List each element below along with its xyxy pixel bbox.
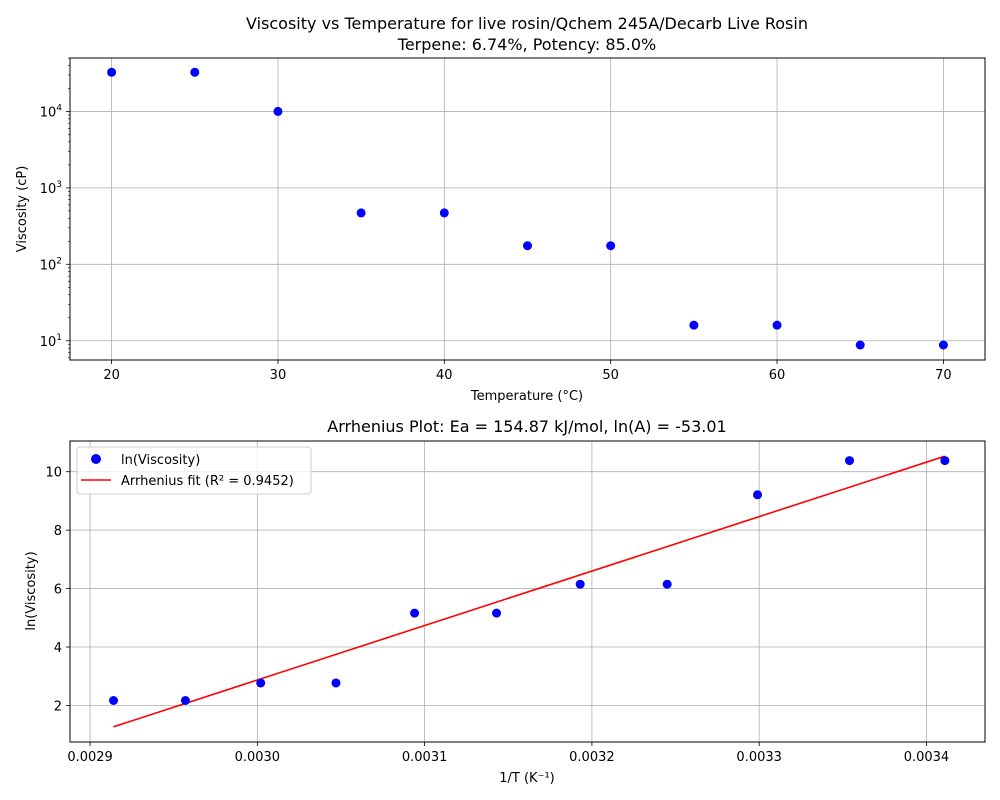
axes-frame <box>69 57 986 361</box>
y-tick-label: 102 <box>40 256 62 273</box>
y-axis-label: ln(Viscosity) <box>24 551 39 630</box>
data-point <box>256 678 266 688</box>
data-points <box>108 456 950 706</box>
legend-box <box>76 446 312 495</box>
data-point <box>753 490 763 500</box>
x-tick-label: 70 <box>935 368 952 383</box>
legend: ln(Viscosity) Arrhenius fit (R² = 0.9452… <box>76 446 312 495</box>
x-tick-label: 60 <box>769 368 786 383</box>
grid <box>70 441 985 742</box>
x-tick-label: 0.0032 <box>569 750 615 765</box>
fit-line-layer <box>113 455 946 728</box>
y-tick-label: 2 <box>54 699 62 714</box>
data-point <box>410 608 420 618</box>
data-point <box>107 67 117 77</box>
data-point <box>772 320 782 330</box>
data-point <box>273 106 283 116</box>
legend-label-fit: Arrhenius fit (R² = 0.9452) <box>121 474 294 489</box>
data-point <box>108 696 118 706</box>
x-tick-label: 40 <box>436 368 453 383</box>
data-point <box>575 579 585 589</box>
y-tick-label: 10 <box>45 466 62 481</box>
y-tick-label: 8 <box>54 524 62 539</box>
legend-label-scatter: ln(Viscosity) <box>121 453 200 468</box>
data-point <box>940 456 950 466</box>
x-tick-label: 50 <box>602 368 619 383</box>
arrhenius-chart: Arrhenius Plot: Ea = 154.87 kJ/mol, ln(A… <box>24 417 986 786</box>
y-tick-label: 101 <box>40 333 62 350</box>
y-axis-label: Viscosity (cP) <box>15 166 30 253</box>
data-point <box>523 241 532 251</box>
y-tick-label: 4 <box>54 641 62 656</box>
x-tick-label: 0.0030 <box>235 750 281 765</box>
data-point <box>190 67 200 77</box>
x-tick-label: 30 <box>270 368 287 383</box>
chart-title-line-1: Viscosity vs Temperature for live rosin/… <box>246 14 808 33</box>
y-tick-label: 6 <box>54 583 62 598</box>
grid <box>70 58 985 360</box>
data-point <box>439 208 449 218</box>
y-tick-label: 104 <box>40 103 63 120</box>
data-point <box>606 241 616 251</box>
x-tick-label: 0.0033 <box>736 750 782 765</box>
legend-marker-scatter <box>91 454 101 464</box>
data-point <box>492 608 502 618</box>
x-tick-label: 0.0031 <box>402 750 448 765</box>
viscosity-temperature-chart: Viscosity vs Temperature for live rosin/… <box>15 14 986 404</box>
axis-ticks: 0.0029 0.0030 0.0031 0.0032 0.0033 0.0034 2 4 6 8… <box>45 466 949 765</box>
x-tick-label: 20 <box>103 368 120 383</box>
data-point <box>938 340 948 350</box>
arrhenius-fit-line <box>113 455 946 728</box>
data-point <box>180 696 190 706</box>
y-tick-label: 103 <box>40 180 62 197</box>
data-point <box>662 579 672 589</box>
data-point <box>845 456 855 466</box>
x-tick-label: 0.0034 <box>904 750 950 765</box>
chart-title: Arrhenius Plot: Ea = 154.87 kJ/mol, ln(A… <box>327 417 726 436</box>
data-point <box>689 320 699 330</box>
x-tick-label: 0.0029 <box>67 750 113 765</box>
data-point <box>331 678 341 688</box>
axis-ticks: 20 30 40 50 60 70 101 102 103 104 <box>40 57 952 383</box>
data-point <box>855 340 865 350</box>
chart-title-line-2: Terpene: 6.74%, Potency: 85.0% <box>397 35 656 54</box>
data-point <box>356 208 366 218</box>
x-axis-label: 1/T (K⁻¹) <box>499 771 554 786</box>
x-axis-label: Temperature (°C) <box>470 389 583 404</box>
data-points <box>107 67 948 350</box>
axes-frame <box>69 440 986 743</box>
